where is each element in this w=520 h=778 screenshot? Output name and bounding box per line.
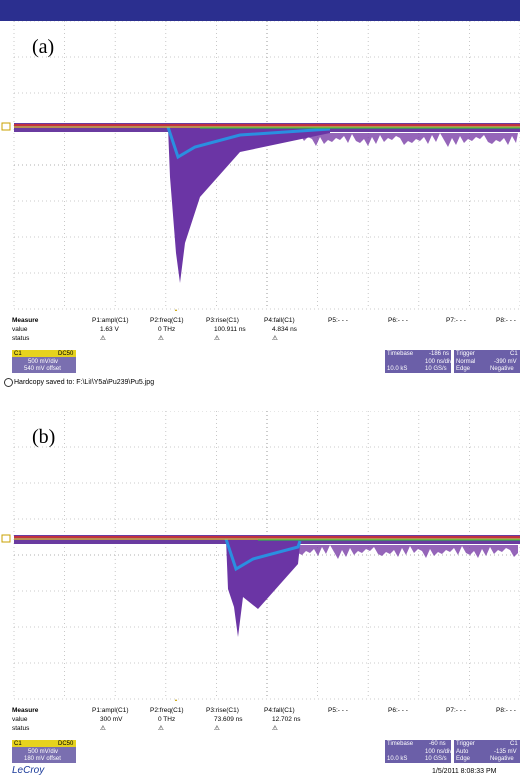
measure-cell: ⚠: [214, 726, 220, 733]
measure-header: Measure: [12, 318, 38, 325]
timebase-delay: -186 ns: [429, 351, 449, 357]
measure-cell: ⚠: [272, 726, 278, 733]
menu-item[interactable]: Utilities: [331, 397, 357, 405]
menu-item[interactable]: Analysis: [291, 397, 321, 405]
menu-item[interactable]: Measure: [226, 397, 257, 405]
measure-cell: status: [12, 336, 29, 343]
measure-cell: ⚠: [158, 726, 164, 733]
measure-header: P8:- - -: [496, 708, 516, 715]
menu-item[interactable]: Display: [151, 397, 177, 405]
measure-cell: 12.702 ns: [272, 717, 301, 724]
timebase-rate: 10 GS/s: [425, 366, 447, 372]
channel-offset: 180 mV offset: [24, 756, 61, 762]
measure-header: P1:ampl(C1): [92, 708, 128, 715]
scope-screen: [0, 411, 520, 701]
measure-header: P5:- - -: [328, 318, 348, 325]
measure-cell: status: [12, 726, 29, 733]
measure-cell: ⚠: [214, 336, 220, 343]
trigger-type: Edge: [456, 756, 470, 762]
menu-item[interactable]: File: [12, 397, 25, 405]
measure-header: P4:fall(C1): [264, 708, 295, 715]
panel-label: (b): [32, 427, 55, 447]
menu-item[interactable]: Vertical: [40, 397, 66, 405]
trigger-slope: Negative: [490, 756, 514, 762]
timestamp: 1/5/2011 8:08:33 PM: [432, 768, 496, 775]
trigger-source: C1: [510, 351, 518, 357]
measure-header: Measure: [12, 708, 38, 715]
measure-cell: 0 THz: [158, 327, 175, 334]
trigger-title: Trigger: [456, 741, 475, 747]
measure-cell: 100.911 ns: [214, 327, 246, 334]
channel-scale: 500 mV/div: [28, 749, 58, 755]
measure-cell: 4.834 ns: [272, 327, 297, 334]
hardcopy-note: Hardcopy saved to: F:\LiI\Y5a\Pu239\Pu5.…: [14, 379, 154, 386]
measure-cell: ⚠: [272, 336, 278, 343]
trigger-title: Trigger: [456, 351, 475, 357]
measure-header: P1:ampl(C1): [92, 318, 128, 325]
measure-header: P7:- - -: [446, 318, 466, 325]
measure-header: P3:rise(C1): [206, 318, 239, 325]
trigger-level: -135 mV: [494, 749, 517, 755]
channel-offset: 540 mV offset: [24, 366, 61, 372]
trigger-mode: Normal: [456, 359, 475, 365]
measure-cell: ⚠: [158, 336, 164, 343]
trigger-slope: Negative: [490, 366, 514, 372]
menu-item[interactable]: Cursors: [190, 397, 218, 405]
menu-item[interactable]: Math: [266, 397, 284, 405]
menu-bar: [0, 0, 520, 21]
trigger-source: C1: [510, 741, 518, 747]
screen-bg: [0, 21, 520, 311]
channel-scale: 500 mV/div: [28, 359, 58, 365]
measure-header: P2:freq(C1): [150, 318, 184, 325]
measure-header: P6:- - -: [388, 318, 408, 325]
timebase-rate: 10 GS/s: [425, 756, 447, 762]
measure-cell: value: [12, 717, 28, 724]
screenshot: File Vertical Timebase Trigger Display Cursor…: [0, 0, 520, 778]
measure-header: P4:fall(C1): [264, 318, 295, 325]
measure-header: P2:freq(C1): [150, 708, 184, 715]
measure-cell: 1.63 V: [100, 327, 119, 334]
hardcopy-icon: [4, 378, 13, 387]
measure-cell: 73.609 ns: [214, 717, 243, 724]
menu-item[interactable]: Trigger: [118, 397, 143, 405]
measure-header: P8:- - -: [496, 318, 516, 325]
menu-item[interactable]: Timebase: [72, 397, 107, 405]
measure-header: P5:- - -: [328, 708, 348, 715]
measure-cell: ⚠: [100, 336, 106, 343]
timebase-title: Timebase: [387, 351, 413, 357]
timebase-delay: -60 ns: [429, 741, 446, 747]
trigger-level: -390 mV: [494, 359, 517, 365]
measure-cell: ⚠: [100, 726, 106, 733]
trigger-type: Edge: [456, 366, 470, 372]
brand: LeCroy: [12, 766, 44, 776]
menu-item[interactable]: Help: [369, 397, 385, 405]
measure-cell: 300 mV: [100, 717, 122, 724]
measure-header: P6:- - -: [388, 708, 408, 715]
measure-cell: value: [12, 327, 28, 334]
timebase-samples: 10.0 kS: [387, 366, 407, 372]
timebase-samples: 10.0 kS: [387, 756, 407, 762]
timebase-scale: 100 ns/div: [425, 749, 452, 755]
panel-label: (a): [32, 37, 54, 57]
timebase-title: Timebase: [387, 741, 413, 747]
timebase-scale: 100 ns/div: [425, 359, 452, 365]
measure-header: P7:- - -: [446, 708, 466, 715]
measure-header: P3:rise(C1): [206, 708, 239, 715]
trigger-mode: Auto: [456, 749, 468, 755]
scope-screen: [0, 21, 520, 311]
measure-cell: 0 THz: [158, 717, 175, 724]
